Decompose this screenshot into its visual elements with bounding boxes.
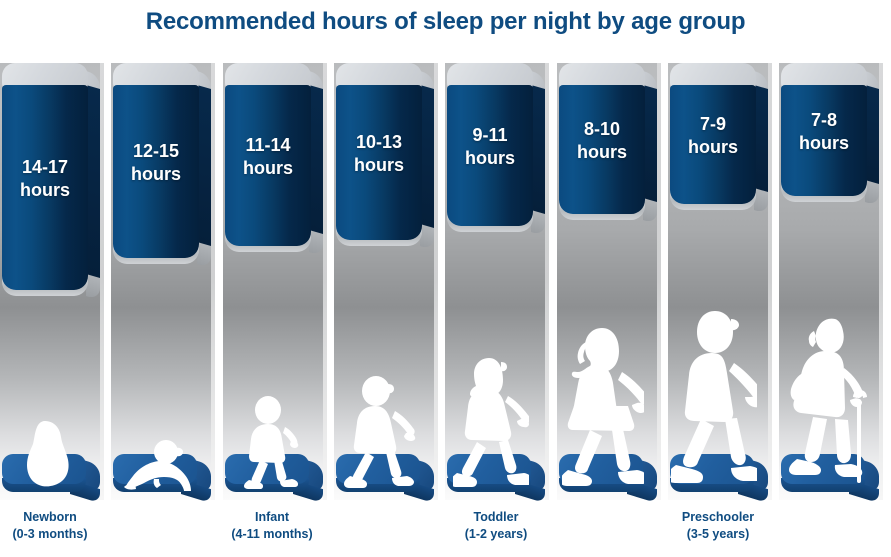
pedestal-top [225, 454, 309, 484]
sleep-bar[interactable]: 9-11 hours [445, 63, 545, 248]
bar-foot-side [86, 274, 100, 301]
bar-foot-side [865, 180, 879, 207]
bar-foot-side [643, 198, 657, 225]
bar-value-range: 7-9 [699, 114, 726, 134]
page-title: Recommended hours of sleep per night by … [145, 8, 746, 35]
bar-body [559, 85, 645, 214]
bar-value-range: 9-11 [472, 125, 508, 145]
figure-pedestal [223, 454, 323, 504]
age-group-range: (0-3 months) [12, 527, 88, 541]
sleep-bar[interactable]: 10-13 hours [334, 63, 434, 262]
chart-column: 7-8hoursOlder adult(65+ years) [779, 63, 883, 557]
chart-column: 7-9hoursAdult(18-64 years) [668, 63, 772, 557]
bar-value-range: 12-15 [132, 141, 180, 161]
bar-foot-side [531, 210, 545, 237]
figure-pedestal [445, 454, 545, 504]
bar-body-side [643, 85, 657, 203]
sleep-bar[interactable]: 14-17 hours [0, 63, 100, 312]
age-group-range: (4-11 months) [231, 527, 313, 541]
chart-column: 12-15 hours Infant (4-11 months) [111, 63, 313, 557]
bar-value-unit: hours [576, 142, 627, 162]
bar-foot-side [754, 188, 768, 215]
age-group-range: (3-5 years) [686, 527, 750, 541]
figure-pedestal [779, 454, 879, 504]
bar-value-unit: hours [130, 164, 181, 184]
age-group-range: (6-13 years) [886, 526, 891, 543]
bar-value-range: 14-17 [21, 157, 69, 177]
chart-column: 14-17 hours Newborn (0-3 months) [0, 63, 104, 557]
pedestal-top [113, 454, 197, 484]
pedestal-top [781, 454, 865, 484]
bar-value-label: 11-14 hours [225, 134, 311, 180]
age-group-range: (1-2 years) [464, 527, 528, 541]
sleep-bar-chart: 14-17 hours Newborn (0-3 months) 12-15 hours I… [0, 63, 891, 557]
bar-body [225, 85, 311, 246]
bar-value-label: 12-15 hours [113, 140, 199, 186]
bar-body [447, 85, 533, 226]
bar-value-range: 8-10 [583, 119, 621, 139]
age-group-name: Toddler [473, 510, 519, 524]
bar-value-label: 8-10 hours [559, 118, 645, 164]
age-group-label: Newborn (0-3 months) [0, 509, 104, 543]
bar-body [2, 85, 88, 290]
bar-value-label: 9-11 hours [447, 124, 533, 170]
sleep-bar[interactable]: 11-14 hours [223, 63, 323, 268]
bar-body-side [86, 85, 100, 279]
chart-column: 8-10hoursTeenager(14-17 years) [557, 63, 661, 557]
figure-pedestal [111, 454, 211, 504]
bar-value-unit: hours [242, 158, 293, 178]
chart-column: 10-13 hours Preschooler (3-5 years) [334, 63, 754, 557]
bar-value-label: 7-8 hours [781, 109, 867, 155]
age-group-name: Preschooler [681, 510, 755, 524]
bar-body-side [197, 85, 211, 247]
pedestal-top [336, 454, 420, 484]
bar-body [113, 85, 199, 258]
bar-body [336, 85, 422, 240]
bar-value-unit: hours [19, 180, 70, 200]
pedestal-top [670, 454, 754, 484]
age-group-label: Preschooler (3-5 years) [664, 509, 772, 543]
sleep-bar[interactable]: 7-9 hours [668, 63, 768, 226]
age-group-label: Toddler (1-2 years) [442, 509, 550, 543]
chart-column: 9-11hoursSchool-aged(6-13 years) [445, 63, 549, 557]
bar-value-unit: hours [464, 148, 515, 168]
pedestal-top [559, 454, 643, 484]
age-group-name: Infant [254, 510, 290, 524]
bar-body-side [865, 85, 879, 185]
figure-pedestal [334, 454, 434, 504]
bar-body [670, 85, 756, 204]
bar-value-unit: hours [687, 137, 738, 157]
bar-body-side [531, 85, 545, 215]
age-group-name: Newborn [23, 510, 77, 524]
pedestal-top [447, 454, 531, 484]
bar-body [781, 85, 867, 196]
bar-value-label: 10-13 hours [336, 131, 422, 177]
sleep-bar[interactable]: 12-15 hours [111, 63, 211, 280]
bar-foot-side [420, 224, 434, 251]
bar-value-range: 11-14 [245, 135, 291, 155]
bar-value-label: 14-17 hours [2, 156, 88, 202]
bar-body-side [754, 85, 768, 193]
bar-body-side [309, 85, 323, 235]
bar-value-label: 7-9 hours [670, 113, 756, 159]
pedestal-top [2, 454, 86, 484]
bar-value-unit: hours [353, 155, 404, 175]
bar-foot-side [309, 230, 323, 257]
age-group-label: Infant (4-11 months) [218, 509, 326, 543]
age-group-label: School-aged(6-13 years) [886, 509, 891, 543]
bar-body-side [420, 85, 434, 229]
bar-value-range: 10-13 [355, 132, 403, 152]
figure-pedestal [0, 454, 100, 504]
sleep-bar[interactable]: 7-8 hours [779, 63, 879, 218]
figure-pedestal [668, 454, 768, 504]
figure-pedestal [557, 454, 657, 504]
bar-foot-side [197, 242, 211, 269]
bar-value-range: 7-8 [810, 110, 837, 130]
sleep-bar[interactable]: 8-10 hours [557, 63, 657, 236]
chart-column: 11-14 hours Toddler (1-2 years) [223, 63, 527, 557]
bar-value-unit: hours [798, 133, 849, 153]
